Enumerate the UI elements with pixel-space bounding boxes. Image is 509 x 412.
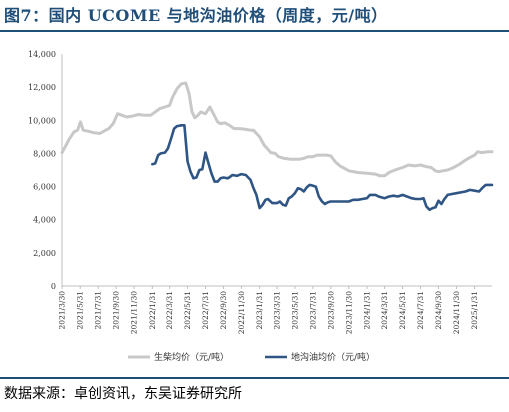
x-tick-label: 2022/5/31 (183, 291, 192, 329)
series-lines (60, 81, 494, 212)
y-tick-label: 8,000 (33, 149, 56, 158)
x-tick-label: 2023/5/31 (290, 291, 299, 329)
x-tick-label: 2023/7/31 (308, 291, 317, 329)
x-tick-label: 2022/9/30 (219, 291, 228, 330)
x-tick-label: 2023/1/31 (255, 291, 264, 329)
x-tick-label: 2023/3/31 (273, 291, 282, 329)
x-tick-label: 2022/11/30 (237, 291, 246, 334)
x-tick-label: 2022/1/31 (148, 291, 157, 329)
chart-title: 图7：国内 UCOME 与地沟油价格（周度，元/吨） (4, 6, 388, 25)
y-tick-label: 2,000 (33, 249, 56, 258)
x-tick-label: 2021/5/31 (76, 291, 85, 329)
y-tick-label: 10,000 (28, 116, 56, 125)
x-tick-label: 2021/7/31 (94, 291, 103, 329)
legend: 生柴均价（元/吨） 地沟油均价（元/吨） (128, 351, 375, 363)
series-line-2 (151, 124, 494, 212)
y-axis: 0 2,000 4,000 6,000 8,000 10,000 12,000 14,000 (28, 50, 63, 291)
x-axis: 2021/3/30 2021/5/31 2021/7/31 2021/9/30 2021… (58, 285, 492, 334)
x-tick-label: 2021/9/30 (112, 291, 121, 330)
y-tick-label: 14,000 (28, 50, 56, 59)
x-tick-label: 2022/3/31 (165, 291, 174, 329)
x-tick-label: 2024/9/30 (434, 291, 443, 330)
y-tick-label: 6,000 (33, 183, 56, 192)
x-tick-label: 2024/1/31 (363, 291, 372, 329)
y-tick-label: 4,000 (33, 216, 56, 225)
x-tick-label: 2023/9/30 (326, 291, 335, 330)
series-line-1 (60, 81, 494, 178)
x-tick-label: 2022/7/31 (201, 291, 210, 329)
line-chart: 02,0004,0006,0008,00010,00012,00014,000 … (28, 50, 494, 363)
x-tick-label: 2024/7/31 (416, 291, 425, 329)
x-tick-label: 2021/11/30 (130, 291, 139, 334)
y-tick-label: 0 (51, 282, 56, 291)
source-note: 数据来源：卓创资讯，东吴证券研究所 (4, 386, 242, 402)
legend-label-2: 地沟油均价（元/吨） (291, 351, 375, 363)
source-divider (0, 377, 509, 379)
x-tick-label: 2023/11/30 (344, 291, 353, 334)
y-tick-label: 12,000 (28, 83, 56, 92)
x-tick-label: 2024/11/30 (452, 291, 461, 334)
legend-label-1: 生柴均价（元/吨） (154, 351, 229, 363)
title-divider (0, 30, 509, 32)
x-tick-label: 2024/3/31 (380, 291, 389, 329)
x-tick-label: 2021/3/30 (58, 291, 67, 330)
x-tick-label: 2024/5/31 (398, 291, 407, 329)
x-tick-label: 2025/1/31 (470, 291, 479, 329)
